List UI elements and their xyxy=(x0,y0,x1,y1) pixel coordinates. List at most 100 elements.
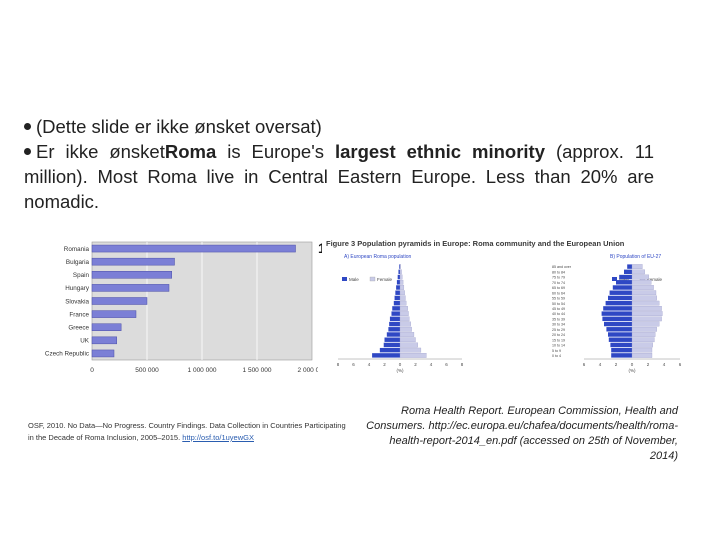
category-label: UK xyxy=(80,338,90,345)
pyramid-male-bar xyxy=(612,285,632,290)
pyramid-female-bar xyxy=(631,353,653,358)
category-label: Greece xyxy=(68,325,89,332)
pyramid-female-bar xyxy=(631,295,657,301)
age-group-label: 0 to 4 xyxy=(552,354,561,358)
pyramid-female-bar xyxy=(631,337,655,343)
pyramid-x-tick-label: 2 xyxy=(615,362,618,367)
pyramid-male-bar xyxy=(389,316,400,322)
pyramid-female-bar xyxy=(399,290,405,296)
pyramid-x-tick-label: 4 xyxy=(599,362,602,367)
pyramid-x-tick-label: 4 xyxy=(663,362,666,367)
panel-title: B) Population of EU-27 xyxy=(610,254,661,260)
panel-title: A) European Roma population xyxy=(344,254,411,260)
pyramid-male-bar xyxy=(608,337,632,342)
category-label: France xyxy=(69,311,89,318)
x-tick-label: 500 000 xyxy=(135,367,159,374)
age-group-label: 20 to 24 xyxy=(552,333,565,337)
pyramid-male-bar xyxy=(604,321,632,327)
pyramid-female-bar xyxy=(399,300,407,306)
pyramid-female-bar xyxy=(631,264,643,269)
pyramid-male-bar xyxy=(372,353,400,358)
bar xyxy=(91,257,175,266)
bullet-dot-icon xyxy=(24,147,31,155)
pyramid-x-tick-label: 4 xyxy=(368,362,371,367)
pyramid-male-bar xyxy=(619,274,632,280)
pyramid-male-bar xyxy=(399,264,400,269)
pyramid-female-bar xyxy=(399,311,409,316)
pyramid-female-bar xyxy=(631,285,654,290)
pyramid-x-axis-label: (%) xyxy=(397,368,404,373)
pyramid-female-bar xyxy=(399,321,412,327)
age-group-label: 5 to 9 xyxy=(552,349,561,353)
pyramid-male-bar xyxy=(396,280,400,285)
pyramid-female-bar xyxy=(399,306,408,311)
age-group-label: 65 to 69 xyxy=(552,286,565,290)
pyramid-x-tick-label: 2 xyxy=(647,362,650,367)
pyramid-female-bar xyxy=(399,285,405,290)
pyramid-male-bar xyxy=(398,269,400,275)
pyramid-male-bar xyxy=(611,347,632,353)
pyramid-male-bar xyxy=(395,290,400,295)
x-tick-label: 1 000 000 xyxy=(188,367,217,374)
pyramid-female-bar xyxy=(631,326,657,332)
x-tick-label: 1 500 000 xyxy=(243,367,272,374)
figure-background xyxy=(322,236,716,386)
age-group-label: 60 to 64 xyxy=(552,291,565,295)
pyramid-female-bar xyxy=(399,264,401,269)
legend-female-label: Female xyxy=(377,277,393,282)
category-label: Czech Republic xyxy=(45,351,89,358)
bullet-list: (Dette slide er ikke ønsket oversat) Er … xyxy=(24,114,654,214)
category-label: Slovakia xyxy=(65,298,89,305)
age-group-label: 35 to 39 xyxy=(552,317,565,321)
pyramid-female-bar xyxy=(631,300,660,306)
pyramid-male-bar xyxy=(392,306,400,311)
pyramid-female-bar xyxy=(631,321,660,327)
pyramid-female-bar xyxy=(399,269,402,275)
bar xyxy=(91,244,296,253)
age-group-label: 50 to 54 xyxy=(552,302,565,306)
pyramid-male-bar xyxy=(388,327,400,332)
category-label: Bulgaria xyxy=(66,259,90,266)
pyramid-male-bar xyxy=(611,353,632,358)
age-group-label: 10 to 14 xyxy=(552,344,565,348)
legend-female-swatch xyxy=(369,276,376,282)
pyramid-female-bar xyxy=(399,279,404,285)
pyramid-female-bar xyxy=(631,290,657,296)
legend-male-label: Male xyxy=(349,277,359,282)
age-group-label: 15 to 19 xyxy=(552,338,565,342)
stray-character: 1 xyxy=(318,240,326,256)
bar xyxy=(91,349,115,358)
bullet-text-2-prefix: Er ikke ønsket xyxy=(36,141,165,162)
pyramid-female-bar xyxy=(399,316,410,322)
pyramid-x-tick-label: 2 xyxy=(414,362,417,367)
pyramid-female-bar xyxy=(399,332,415,337)
pyramid-female-bar xyxy=(399,342,418,348)
pyramid-x-tick-label: 6 xyxy=(352,362,355,367)
pyramid-male-bar xyxy=(383,342,400,348)
age-group-label: 45 to 49 xyxy=(552,307,565,311)
pyramid-female-bar xyxy=(631,332,656,337)
pyramid-male-bar xyxy=(608,295,632,301)
pyramid-male-bar xyxy=(397,274,400,280)
bullet-item-1: (Dette slide er ikke ønsket oversat) xyxy=(24,114,654,139)
x-tick-label: 2 000 000 xyxy=(298,367,318,374)
pyramid-male-bar xyxy=(608,332,632,337)
bullet-dot-icon xyxy=(24,122,31,130)
pyramid-female-bar xyxy=(631,279,652,285)
pyramid-male-bar xyxy=(379,347,400,353)
bar xyxy=(91,336,117,345)
pyramid-male-bar xyxy=(609,290,632,295)
pyramid-x-tick-label: 6 xyxy=(679,362,682,367)
pyramid-male-bar xyxy=(391,311,400,316)
pyramid-female-bar xyxy=(399,326,412,332)
bar xyxy=(91,271,172,279)
pyramid-female-bar xyxy=(631,316,662,322)
age-group-label: 80 to 84 xyxy=(552,270,565,274)
source-caption-osf-link[interactable]: http://osf.to/1uyewGX xyxy=(182,433,254,442)
pyramid-male-bar xyxy=(396,285,400,290)
pyramid-x-tick-label: 6 xyxy=(445,362,448,367)
x-tick-label: 0 xyxy=(90,367,94,374)
pyramid-x-tick-label: 8 xyxy=(337,362,340,367)
legend-male-label: Male xyxy=(619,277,629,282)
pyramid-male-bar xyxy=(393,300,400,306)
